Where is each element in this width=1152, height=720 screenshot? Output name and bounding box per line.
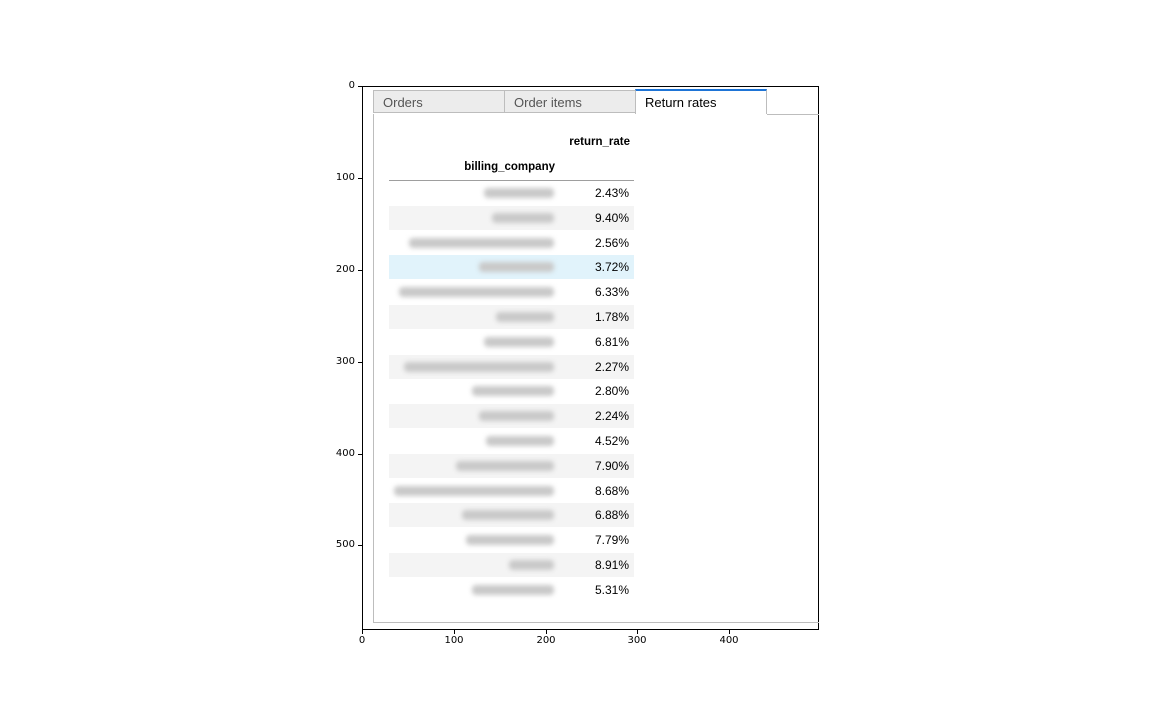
table-row[interactable]: 9.40% <box>389 205 634 230</box>
y-tick-label: 300 <box>335 356 355 367</box>
x-tick-label: 100 <box>444 635 464 646</box>
x-tick-mark <box>546 630 547 634</box>
y-tick-label: 0 <box>348 80 355 91</box>
table-row[interactable]: 1.78% <box>389 305 634 329</box>
header-rule <box>389 180 634 181</box>
table-row[interactable]: 2.24% <box>389 404 634 429</box>
table-row[interactable]: 8.68% <box>389 479 634 503</box>
column-header-return-rate: return_rate <box>569 136 630 148</box>
y-tick-mark <box>358 454 362 455</box>
y-tick-mark <box>358 178 362 179</box>
tab-orders[interactable]: Orders <box>373 90 505 113</box>
return-rate-cell: 6.81% <box>594 334 629 349</box>
billing-company-cell-redacted <box>484 336 554 347</box>
billing-company-cell-redacted <box>409 237 554 248</box>
table-row[interactable]: 3.72% <box>389 255 634 280</box>
y-tick-label: 100 <box>335 172 355 183</box>
return-rate-cell: 7.79% <box>594 533 629 548</box>
x-tick-label: 300 <box>627 635 647 646</box>
x-tick-label: 200 <box>536 635 556 646</box>
return-rate-cell: 6.33% <box>594 285 629 300</box>
table-row[interactable]: 6.88% <box>389 503 634 528</box>
table-row[interactable]: 6.33% <box>389 280 634 304</box>
return-rate-cell: 2.80% <box>594 384 629 399</box>
billing-company-cell-redacted <box>484 188 554 198</box>
billing-company-cell-redacted <box>466 535 554 546</box>
x-tick-mark <box>454 630 455 634</box>
tab-return-rates[interactable]: Return rates <box>635 89 767 114</box>
y-tick-mark <box>358 86 362 87</box>
return-rate-cell: 8.68% <box>594 483 629 498</box>
table-row[interactable]: 2.56% <box>389 231 634 255</box>
billing-company-cell-redacted <box>492 212 554 223</box>
billing-company-cell-redacted <box>462 510 554 521</box>
table-row[interactable]: 8.91% <box>389 553 634 577</box>
billing-company-cell-redacted <box>472 386 554 397</box>
billing-company-cell-redacted <box>479 262 554 273</box>
billing-company-cell-redacted <box>509 560 554 570</box>
x-tick-mark <box>729 630 730 634</box>
return-rate-cell: 5.31% <box>594 582 629 597</box>
x-tick-mark <box>637 630 638 634</box>
table-row[interactable]: 7.90% <box>389 453 634 478</box>
table-row[interactable]: 6.81% <box>389 330 634 354</box>
return-rate-cell: 1.78% <box>594 310 629 324</box>
billing-company-cell-redacted <box>399 287 554 298</box>
billing-company-cell-redacted <box>404 361 554 372</box>
tab-order-items[interactable]: Order items <box>504 90 636 113</box>
return-rate-cell: 6.88% <box>594 508 629 523</box>
billing-company-cell-redacted <box>394 485 554 496</box>
y-tick-mark <box>358 362 362 363</box>
y-tick-mark <box>358 270 362 271</box>
index-header-billing-company: billing_company <box>464 161 555 173</box>
table-row[interactable]: 4.52% <box>389 429 634 453</box>
billing-company-cell-redacted <box>456 460 554 471</box>
tab-panel-return-rates <box>373 114 819 623</box>
return-rate-cell: 4.52% <box>594 434 629 448</box>
billing-company-cell-redacted <box>486 436 554 446</box>
x-tick-mark <box>362 630 363 634</box>
x-tick-label: 0 <box>358 635 366 646</box>
billing-company-cell-redacted <box>496 312 554 322</box>
table-row[interactable]: 2.43% <box>389 181 634 205</box>
return-rate-cell: 7.90% <box>594 458 629 473</box>
y-tick-label: 200 <box>335 264 355 275</box>
return-rate-cell: 3.72% <box>594 260 629 275</box>
return-rate-cell: 2.27% <box>594 359 629 374</box>
y-tick-mark <box>358 545 362 546</box>
notebook-tab-bar: Orders Order items Return rates <box>373 89 819 114</box>
return-rate-cell: 2.24% <box>594 409 629 424</box>
billing-company-cell-redacted <box>472 584 554 595</box>
table-row[interactable]: 2.80% <box>389 379 634 403</box>
billing-company-cell-redacted <box>479 411 554 422</box>
tab-bar-baseline <box>767 114 819 115</box>
return-rate-cell: 2.43% <box>594 186 629 200</box>
y-tick-label: 500 <box>335 539 355 550</box>
return-rate-cell: 9.40% <box>594 210 629 225</box>
table-row[interactable]: 5.31% <box>389 578 634 602</box>
x-tick-label: 400 <box>719 635 739 646</box>
y-tick-label: 400 <box>335 448 355 459</box>
return-rate-cell: 8.91% <box>594 558 629 572</box>
return-rate-cell: 2.56% <box>594 235 629 250</box>
table-row[interactable]: 2.27% <box>389 354 634 379</box>
table-row[interactable]: 7.79% <box>389 528 634 552</box>
